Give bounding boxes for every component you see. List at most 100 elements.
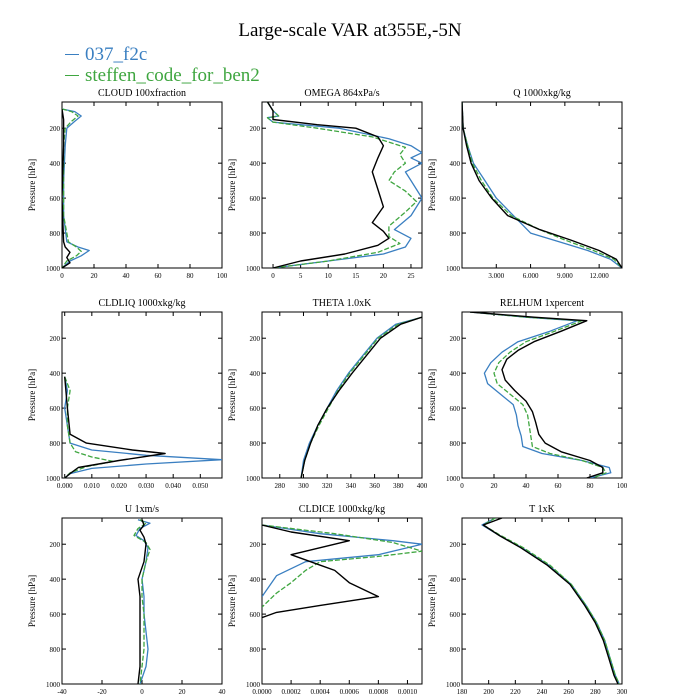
y-tick-label: 1000 (246, 681, 261, 689)
panel-frame (461, 311, 623, 479)
y-tick-label: 200 (450, 335, 461, 343)
series-line-green (300, 316, 422, 478)
x-tick-label: 280 (590, 688, 601, 696)
x-tick-label: 0.030 (138, 482, 154, 490)
x-tick-label: 0 (140, 688, 144, 696)
y-tick-label: 800 (450, 230, 461, 238)
x-tick-label: 5 (299, 272, 303, 280)
y-tick-label: 600 (250, 405, 261, 413)
y-tick-label: 400 (250, 160, 261, 168)
page-title: Large-scale VAR at355E,-5N (238, 20, 462, 41)
y-tick-label: 800 (250, 230, 261, 238)
y-tick-label: 400 (50, 370, 61, 378)
y-tick-label: 800 (450, 646, 461, 654)
y-tick-label: 800 (50, 646, 61, 654)
series-line-black (266, 102, 390, 268)
panel-frame (461, 101, 623, 269)
y-axis-label: Pressure [hPa] (27, 369, 37, 421)
series-line-green (64, 376, 115, 478)
y-tick-label: 400 (250, 370, 261, 378)
x-tick-label: 300 (298, 482, 309, 490)
x-tick-label: 100 (217, 272, 228, 280)
series-line-blue (62, 108, 90, 268)
x-tick-label: 0 (60, 272, 64, 280)
y-tick-label: 1000 (446, 475, 461, 483)
panel-title: CLOUD 100xfraction (98, 88, 186, 99)
x-tick-label: 280 (275, 482, 286, 490)
x-tick-label: 40 (123, 272, 131, 280)
legend: 037_f2c steffen_code_for_ben2 (65, 44, 260, 86)
x-tick-label: 0.010 (84, 482, 100, 490)
panel-title: RELHUM 1xpercent (500, 298, 584, 309)
y-tick-label: 400 (50, 160, 61, 168)
x-tick-label: 20 (491, 482, 499, 490)
series-line-black (469, 312, 604, 478)
y-tick-label: 600 (250, 195, 261, 203)
y-tick-label: 200 (50, 335, 61, 343)
x-tick-label: 12.000 (590, 272, 610, 280)
y-tick-label: 600 (450, 195, 461, 203)
y-tick-label: 1000 (246, 265, 261, 273)
panel-title: CLDICE 1000xkg/kg (299, 504, 385, 515)
x-tick-label: 400 (417, 482, 428, 490)
panel-title: T 1xK (529, 504, 555, 515)
x-tick-label: 3.000 (488, 272, 504, 280)
x-tick-label: 25 (407, 272, 415, 280)
series-line-green (62, 108, 82, 268)
y-axis-label: Pressure [hPa] (27, 159, 37, 211)
x-tick-label: 0.0010 (398, 688, 418, 696)
series-line-green (266, 102, 418, 268)
legend-label-1: 037_f2c (85, 44, 148, 65)
panel-title: CLDLIQ 1000xkg/kg (99, 298, 186, 309)
series-line-green (133, 519, 151, 684)
x-tick-label: 20 (179, 688, 187, 696)
x-tick-label: 0.0000 (252, 688, 272, 696)
y-tick-label: 800 (250, 646, 261, 654)
panel-3: Q 1000xkg/kg Pressure [hPa] 200 400 600 800 10… (427, 88, 623, 280)
series-line-blue (262, 524, 422, 597)
x-tick-label: -40 (57, 688, 67, 696)
x-tick-label: 0 (271, 272, 275, 280)
y-tick-label: 600 (450, 405, 461, 413)
series-line-black (62, 108, 71, 268)
x-tick-label: 40 (523, 482, 531, 490)
x-tick-label: 260 (563, 688, 574, 696)
x-tick-label: 80 (587, 482, 595, 490)
y-tick-label: 200 (50, 125, 61, 133)
panel-frame (461, 517, 623, 685)
x-tick-label: 60 (155, 272, 163, 280)
series-line-black (482, 518, 619, 684)
y-tick-label: 200 (450, 541, 461, 549)
panel-frame (261, 311, 423, 479)
y-tick-label: 800 (250, 440, 261, 448)
x-tick-label: -20 (97, 688, 107, 696)
y-tick-label: 600 (50, 611, 61, 619)
legend-label-2: steffen_code_for_ben2 (85, 65, 260, 86)
y-tick-label: 200 (450, 125, 461, 133)
legend-swatch-blue (65, 54, 79, 55)
x-tick-label: 20 (91, 272, 99, 280)
series-line-blue (462, 102, 622, 268)
y-tick-label: 1000 (46, 681, 61, 689)
y-axis-label: Pressure [hPa] (227, 159, 237, 211)
x-tick-label: 320 (322, 482, 333, 490)
series-line-black (300, 316, 422, 478)
y-tick-label: 1000 (46, 475, 61, 483)
panel-4: CLDLIQ 1000xkg/kg Pressure [hPa] 200 400 600… (27, 298, 223, 490)
panel-title: Q 1000xkg/kg (513, 88, 571, 99)
y-axis-label: Pressure [hPa] (427, 369, 437, 421)
y-tick-label: 200 (250, 335, 261, 343)
x-tick-label: 0.000 (57, 482, 73, 490)
panel-frame (261, 101, 423, 269)
series-line-black (64, 376, 166, 478)
x-tick-label: 220 (510, 688, 521, 696)
y-axis-label: Pressure [hPa] (427, 159, 437, 211)
x-tick-label: 100 (617, 482, 628, 490)
y-tick-label: 400 (450, 576, 461, 584)
